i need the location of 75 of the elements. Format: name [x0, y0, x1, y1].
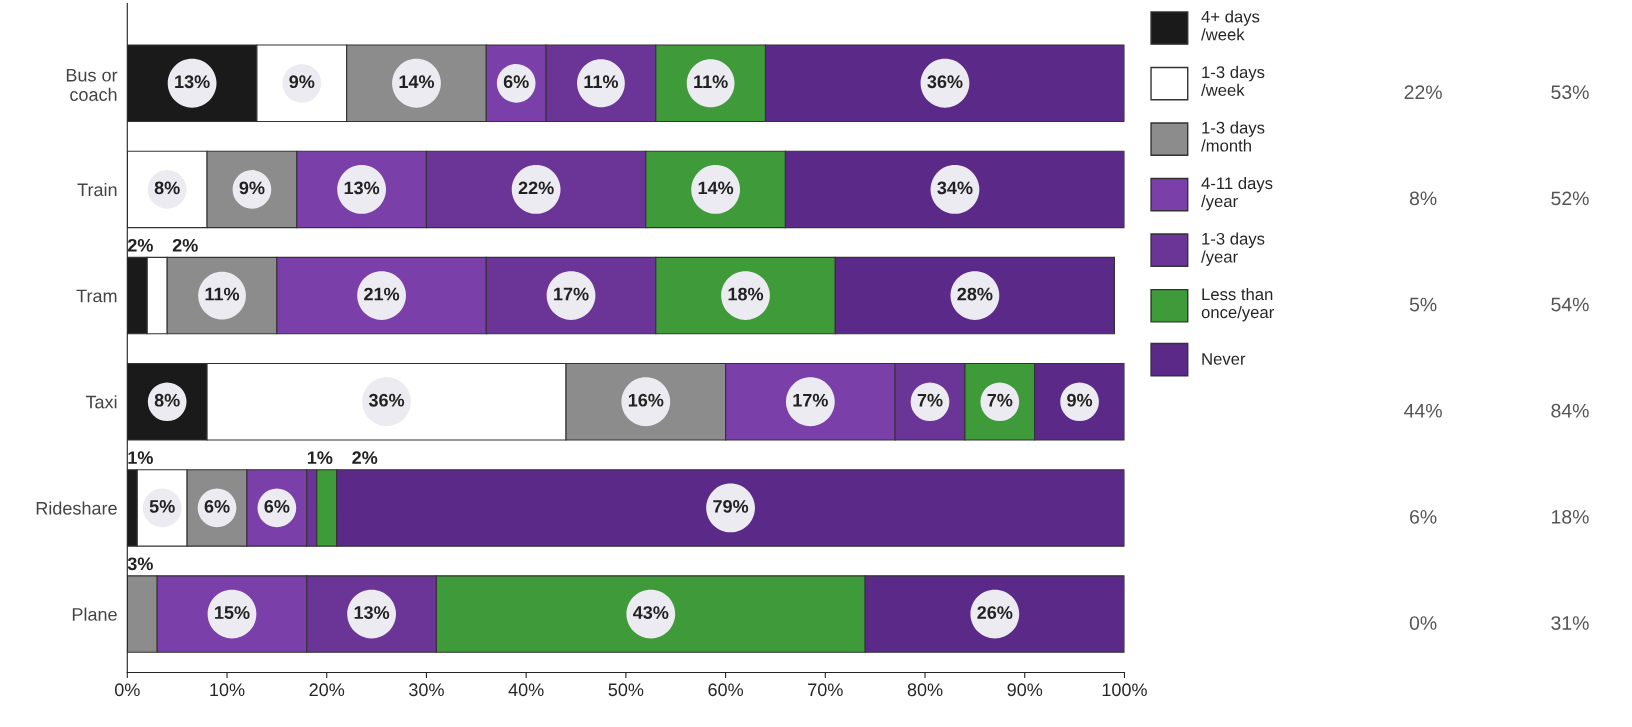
x-tick-label: 80%: [907, 683, 943, 697]
y-tick-label: Tram: [76, 289, 117, 303]
data-label: 9%: [239, 181, 265, 195]
y-tick-label: Plane: [72, 607, 117, 621]
data-label: 13%: [175, 75, 210, 89]
data-label: 17%: [793, 393, 828, 407]
data-label: 2%: [172, 238, 198, 252]
data-label: 28%: [957, 287, 993, 301]
data-label: 9%: [1067, 393, 1093, 407]
data-label: 26%: [977, 606, 1013, 619]
x-tick-label: 90%: [1007, 683, 1043, 697]
y-tick-label: Bus or coach: [66, 68, 118, 102]
legend-label: Less than once/year: [1201, 287, 1274, 322]
text: 31%: [1551, 616, 1589, 630]
text: 8%: [1409, 191, 1437, 206]
data-label: 21%: [364, 287, 400, 301]
x-tick-label: 60%: [708, 683, 744, 697]
text: 44%: [1404, 403, 1442, 418]
data-label: 79%: [713, 499, 749, 513]
data-label: 5%: [149, 500, 175, 513]
data-label: 8%: [154, 181, 180, 195]
x-tick-label: 50%: [608, 683, 644, 697]
text: 84%: [1551, 403, 1589, 418]
legend-label: 4-11 days /year: [1201, 176, 1273, 211]
text: 52%: [1551, 191, 1589, 206]
text: 18%: [1552, 509, 1589, 524]
data-label: 6%: [264, 499, 290, 513]
data-label: 14%: [399, 75, 435, 89]
data-label: 8%: [154, 393, 180, 407]
text: 22%: [1404, 85, 1442, 100]
text: 0%: [1409, 616, 1437, 630]
legend-label: 1-3 days /month: [1201, 121, 1265, 152]
data-label: 11%: [584, 75, 619, 89]
x-tick-label: 30%: [409, 683, 444, 697]
x-tick-label: 40%: [508, 683, 544, 697]
data-label: 11%: [694, 75, 728, 89]
y-tick-label: Rideshare: [36, 501, 117, 515]
text: 5%: [1409, 297, 1437, 312]
data-label: 13%: [354, 606, 390, 619]
data-label: 7%: [917, 393, 943, 407]
data-label: 6%: [204, 499, 230, 513]
y-tick-label: Train: [77, 182, 117, 197]
x-tick-label: 20%: [309, 683, 345, 697]
data-label: 22%: [518, 181, 554, 195]
data-label: 43%: [633, 606, 669, 619]
data-label: 2%: [352, 451, 378, 464]
data-label: 18%: [728, 287, 764, 301]
legend-label: Never: [1202, 353, 1246, 365]
text: 6%: [1410, 509, 1437, 524]
data-label: 1%: [307, 451, 333, 464]
data-label: 3%: [127, 557, 153, 571]
y-tick-label: Taxi: [85, 395, 117, 409]
text: 54%: [1551, 297, 1589, 312]
x-tick-label: 10%: [210, 683, 245, 697]
x-tick-label: 100%: [1102, 683, 1147, 697]
data-label: 1%: [128, 451, 153, 464]
data-label: 16%: [628, 393, 664, 407]
data-label: 7%: [987, 393, 1013, 407]
data-label: 2%: [127, 238, 153, 252]
data-label: 11%: [205, 287, 240, 301]
data-label: 13%: [344, 181, 380, 195]
data-label: 34%: [937, 181, 973, 195]
x-tick-label: 70%: [808, 683, 843, 697]
data-label: 36%: [368, 393, 405, 407]
legend-label: 1-3 days /week: [1201, 65, 1265, 97]
data-label: 15%: [215, 606, 250, 619]
x-tick-label: 0%: [114, 683, 140, 697]
data-label: 17%: [554, 287, 589, 301]
data-label: 6%: [503, 75, 529, 89]
data-label: 36%: [927, 75, 963, 89]
text: 53%: [1551, 85, 1589, 100]
data-label: 9%: [289, 75, 315, 89]
legend-label: 4+ days /week: [1201, 10, 1260, 41]
data-label: 14%: [698, 181, 734, 195]
legend-label: 1-3 days /year: [1201, 232, 1265, 266]
